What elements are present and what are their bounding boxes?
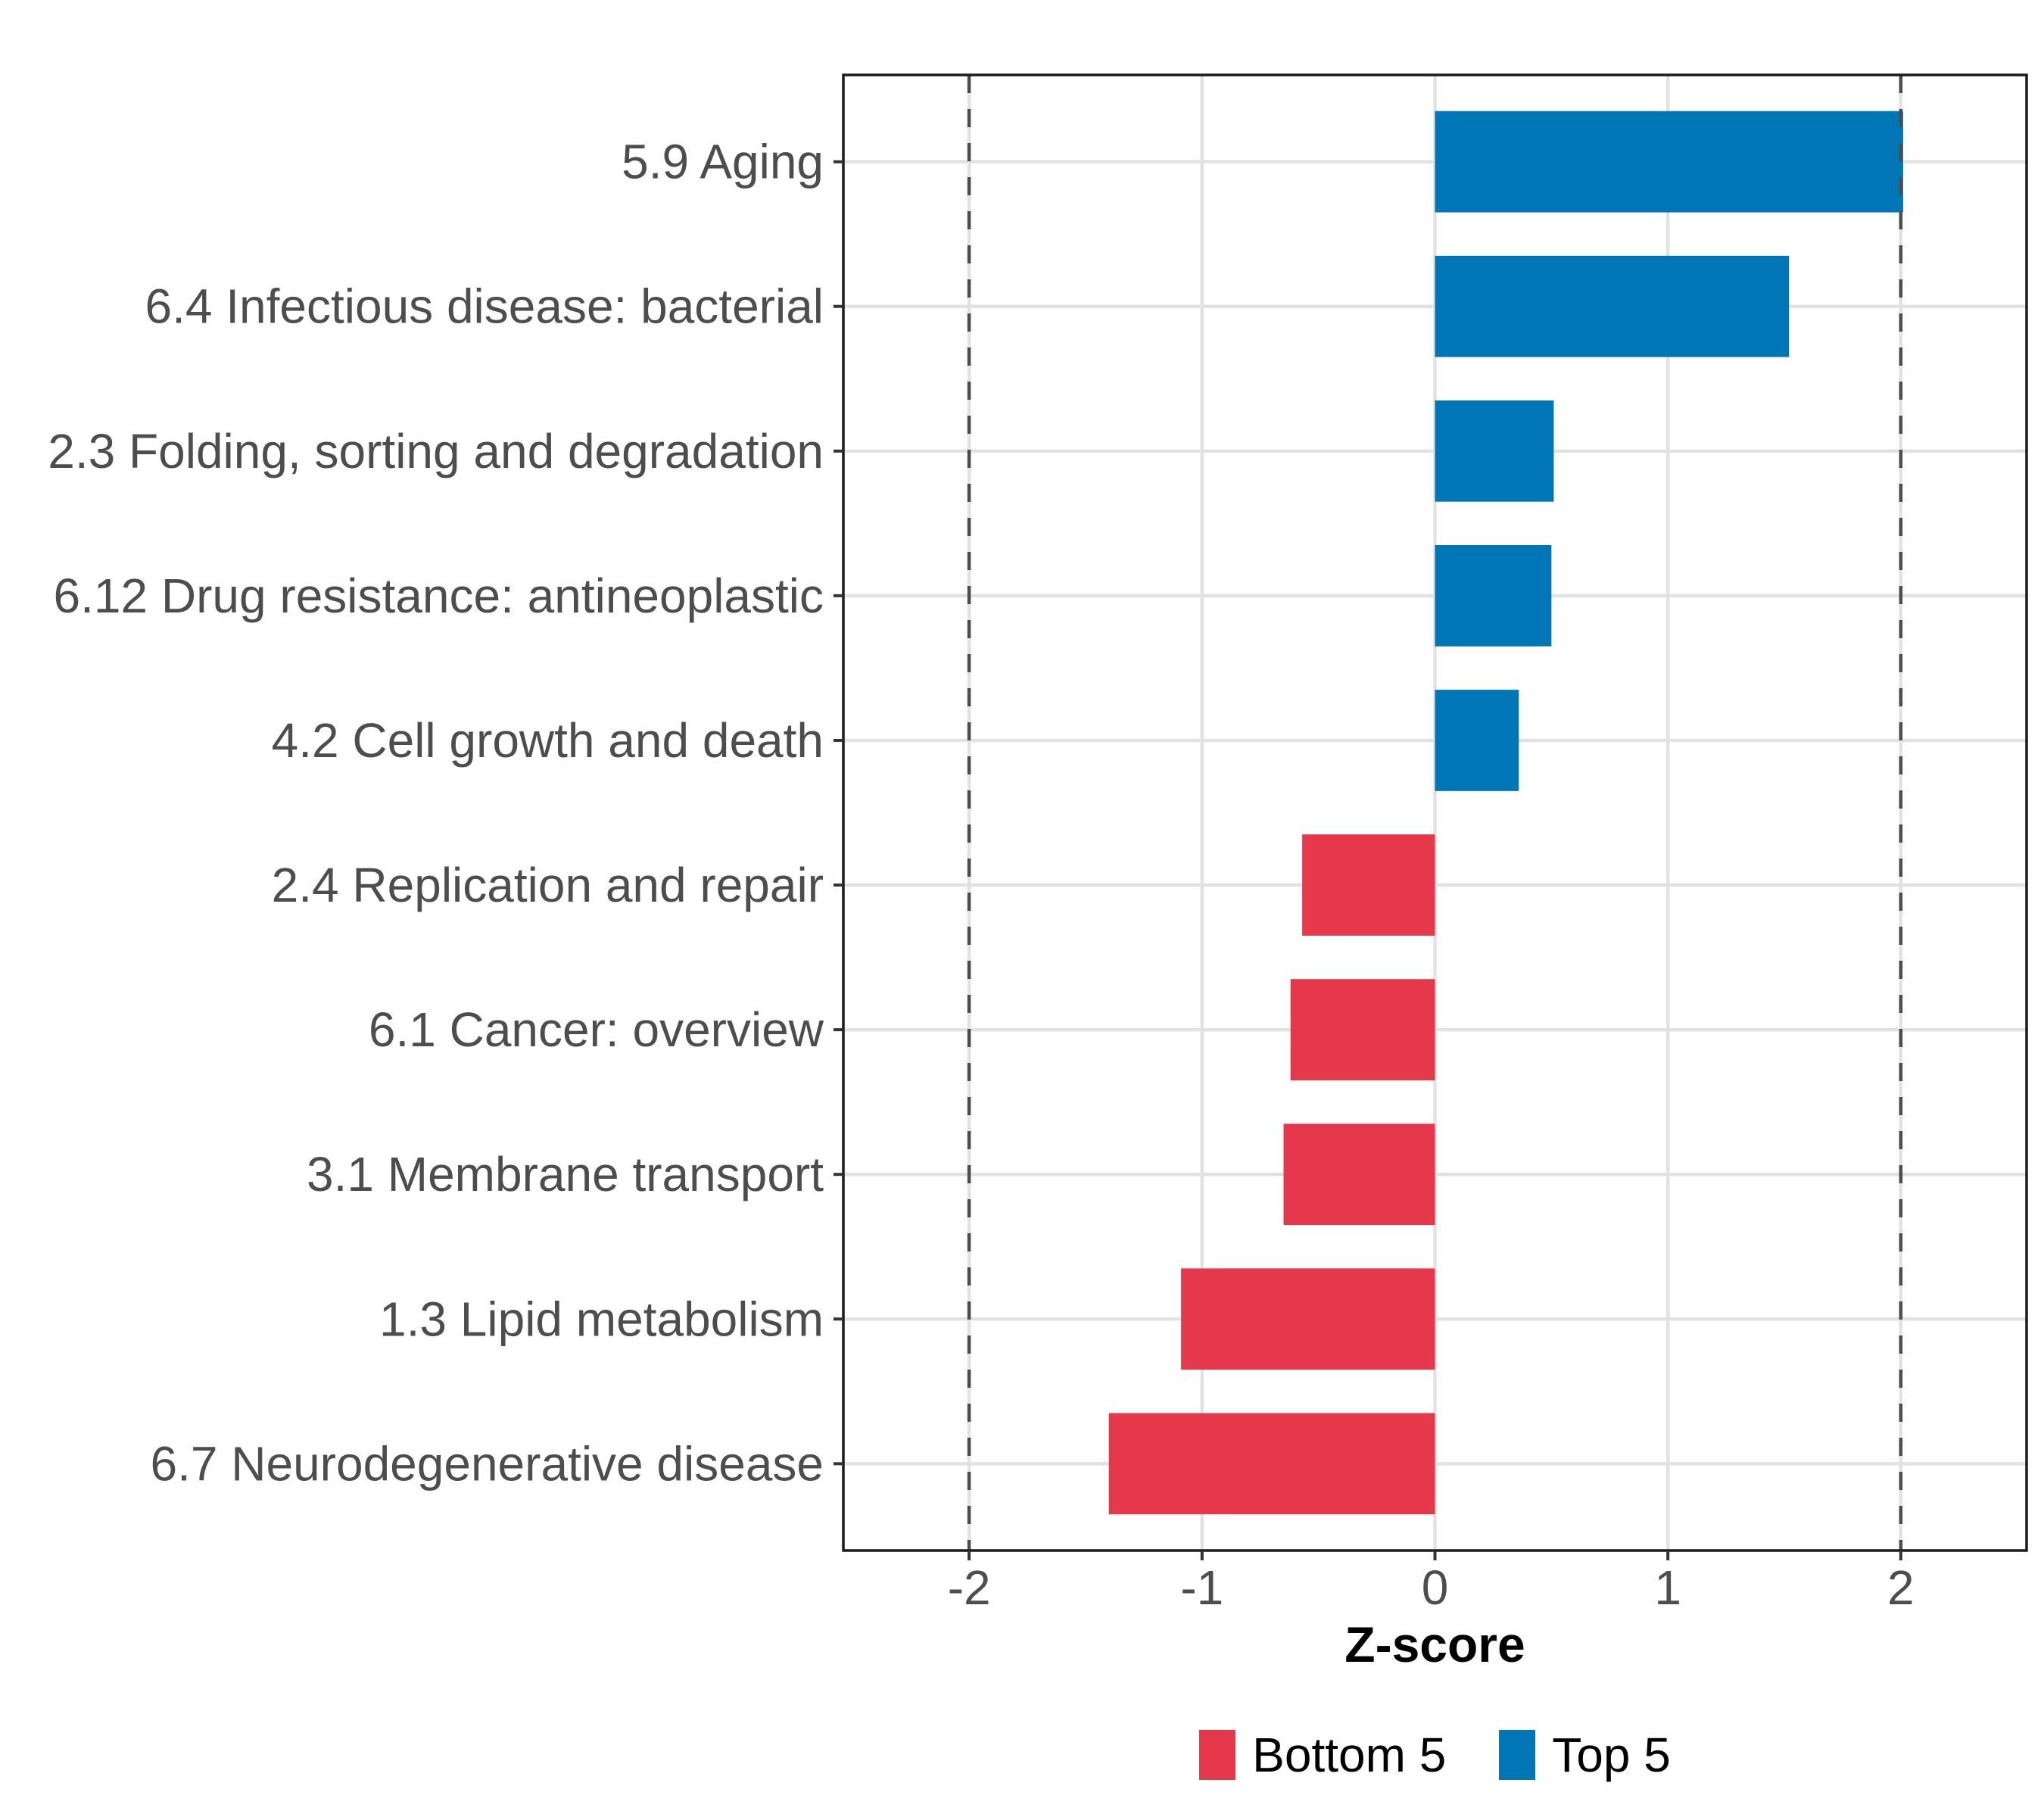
y-category-label: 6.4 Infectious disease: bacterial	[145, 279, 824, 334]
bar-top5	[1435, 111, 1903, 213]
legend-swatch-bottom5	[1199, 1730, 1236, 1780]
x-tick-label: 1	[1654, 1560, 1681, 1615]
bar-bottom5	[1302, 834, 1435, 936]
y-category-label: 4.2 Cell growth and death	[272, 713, 824, 768]
bar-top5	[1435, 400, 1554, 502]
y-category-label: 5.9 Aging	[622, 135, 824, 189]
legend: Bottom 5 Top 5	[843, 1727, 2027, 1783]
x-tick-label: 0	[1422, 1560, 1449, 1615]
x-tick-label: -2	[948, 1560, 991, 1615]
x-tick-label: 2	[1887, 1560, 1915, 1615]
legend-entry-top5: Top 5	[1499, 1727, 1671, 1783]
y-category-label: 1.3 Lipid metabolism	[379, 1292, 824, 1346]
x-tick-label: -1	[1180, 1560, 1223, 1615]
legend-entry-bottom5: Bottom 5	[1199, 1727, 1446, 1783]
y-category-label: 2.3 Folding, sorting and degradation	[48, 424, 824, 478]
bar-top5	[1435, 690, 1519, 791]
y-category-label: 6.7 Neurodegenerative disease	[151, 1436, 824, 1491]
y-category-label: 6.1 Cancer: overview	[369, 1002, 824, 1057]
legend-swatch-top5	[1499, 1730, 1536, 1780]
bar-top5	[1435, 545, 1552, 647]
y-category-label: 2.4 Replication and repair	[272, 858, 824, 912]
legend-label-top5: Top 5	[1552, 1728, 1671, 1782]
bar-bottom5	[1290, 979, 1435, 1080]
legend-label-bottom5: Bottom 5	[1252, 1728, 1447, 1782]
y-category-label: 3.1 Membrane transport	[307, 1147, 824, 1201]
y-category-label: 6.12 Drug resistance: antineoplastic	[54, 569, 824, 623]
bar-bottom5	[1283, 1124, 1435, 1226]
bar-bottom5	[1108, 1413, 1435, 1515]
bar-bottom5	[1181, 1268, 1435, 1370]
bar-top5	[1435, 255, 1790, 357]
x-axis-title: Z-score	[1344, 1616, 1525, 1672]
